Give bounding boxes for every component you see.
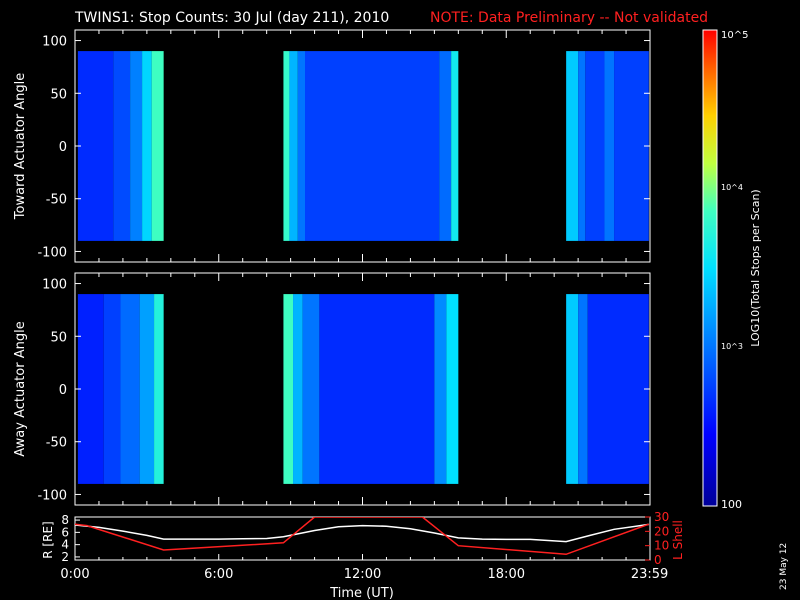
away-y-axis-label: Away Actuator Angle xyxy=(13,321,28,456)
away-heatmap-cell xyxy=(77,294,104,484)
l-shell-tick-label: 20 xyxy=(654,524,669,538)
toward-heatmap-cell xyxy=(289,51,298,241)
r-y-tick-label: 8 xyxy=(61,513,69,527)
away-heatmap-cell xyxy=(120,294,140,484)
time-tick-label: 23:59 xyxy=(631,567,668,582)
toward-heatmap-cell xyxy=(439,51,452,241)
toward-y-tick-label: 100 xyxy=(42,35,67,50)
l-shell-tick-label: 10 xyxy=(654,539,669,553)
l-shell-tick-label: 0 xyxy=(654,553,662,567)
x-axis-label: Time (UT) xyxy=(329,586,394,600)
away-heatmap-cell xyxy=(103,294,121,484)
toward-heatmap-cell xyxy=(297,51,305,241)
away-heatmap-cell xyxy=(446,294,459,484)
toward-heatmap-panel: -100 -50 0 50 100 Toward Actuator Angle xyxy=(13,29,651,263)
colorbar-min-label: 100 xyxy=(721,498,742,511)
time-tick-label: 18:00 xyxy=(488,567,525,582)
toward-heatmap-cell xyxy=(585,51,605,241)
toward-y-tick-label: -100 xyxy=(37,245,67,260)
time-tick-label: 12:00 xyxy=(344,567,381,582)
r-y-tick-label: 6 xyxy=(61,525,69,539)
away-heatmap-cell xyxy=(587,294,649,484)
away-y-tick-label: -100 xyxy=(37,488,67,503)
away-heatmap-cell xyxy=(139,294,155,484)
away-heatmap-cell xyxy=(578,294,588,484)
away-heatmap-cell xyxy=(302,294,320,484)
toward-y-tick-label: -50 xyxy=(46,193,67,208)
away-y-tick-label: 100 xyxy=(42,278,67,293)
time-tick-label: 0:00 xyxy=(60,567,89,582)
away-heatmap-cell xyxy=(566,294,579,484)
plot-title: TWINS1: Stop Counts: 30 Jul (day 211), 2… xyxy=(74,10,389,26)
away-y-tick-label: 50 xyxy=(50,330,67,345)
colorbar-upper-label: 10^4 xyxy=(721,183,743,192)
toward-heatmap-cell xyxy=(578,51,586,241)
colorbar-gradient xyxy=(702,29,718,507)
away-heatmap-cell xyxy=(434,294,447,484)
toward-heatmap-cell xyxy=(151,51,164,241)
l-shell-tick-label: 30 xyxy=(654,510,669,524)
toward-heatmap-cell xyxy=(142,51,152,241)
away-y-tick-label: -50 xyxy=(46,436,67,451)
toward-heatmap-cell xyxy=(113,51,131,241)
toward-heatmap-cell xyxy=(604,51,615,241)
away-heatmap-cell xyxy=(293,294,303,484)
l-shell-line xyxy=(75,517,650,556)
away-heatmap-cell xyxy=(154,294,164,484)
toward-heatmap-cell xyxy=(566,51,579,241)
l-shell-axis-label: L Shell xyxy=(671,520,685,560)
r-distance-line xyxy=(75,523,649,543)
toward-y-axis-label: Toward Actuator Angle xyxy=(13,73,28,220)
time-tick-label: 6:00 xyxy=(204,567,233,582)
toward-heatmap-cell xyxy=(283,51,290,241)
toward-heatmap-cell xyxy=(451,51,459,241)
toward-heatmap-cell xyxy=(130,51,143,241)
colorbar-max-label: 10^5 xyxy=(721,30,748,41)
toward-y-tick-label: 0 xyxy=(59,140,67,155)
colorbar-mid-label: 10^3 xyxy=(721,342,743,351)
toward-heatmap-cell xyxy=(614,51,649,241)
toward-heatmap-cell xyxy=(305,51,440,241)
colorbar-label: LOG10(Total Stops per Scan) xyxy=(749,189,762,346)
r-axis-label: R [RE] xyxy=(41,521,55,558)
r-y-tick-label: 4 xyxy=(61,538,69,552)
toward-heatmap-cell xyxy=(77,51,114,241)
toward-y-tick-label: 50 xyxy=(50,87,67,102)
preliminary-note: NOTE: Data Preliminary -- Not validated xyxy=(430,10,708,26)
away-heatmap-cell xyxy=(283,294,294,484)
colorbar: 10^5 10^4 10^3 100 LOG10(Total Stops per… xyxy=(702,29,762,511)
away-y-tick-label: 0 xyxy=(59,383,67,398)
away-heatmap-panel: -100 -50 0 50 100 Away Actuator Angle xyxy=(13,272,651,506)
r-y-tick-label: 2 xyxy=(61,550,69,564)
footer-date: 23 May 12 xyxy=(779,543,789,590)
away-heatmap-cell xyxy=(319,294,435,484)
